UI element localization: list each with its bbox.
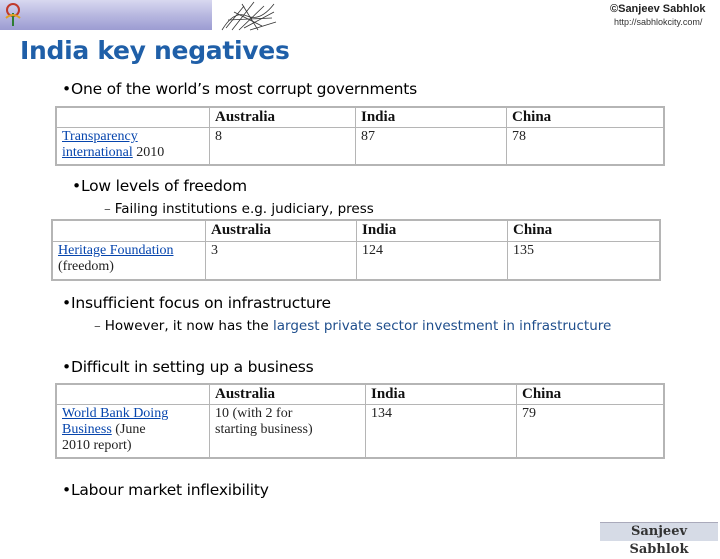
value-australia: 3 bbox=[205, 240, 357, 281]
sub-prefix: However, it now has the bbox=[104, 318, 274, 334]
corruption-table: Australia India China Transparency inter… bbox=[55, 106, 665, 166]
table-row: Australia India China bbox=[55, 106, 665, 129]
source-link-line1[interactable]: World Bank Doing bbox=[62, 405, 169, 421]
source-cell bbox=[51, 219, 206, 242]
source-note-line2: (June bbox=[115, 421, 146, 437]
source-cell: Transparency international 2010 bbox=[55, 127, 210, 166]
bullet-marker: • bbox=[62, 481, 71, 499]
header-australia: Australia bbox=[209, 106, 356, 129]
footer-logo: Sanjeev Sabhlok bbox=[600, 522, 718, 557]
bullet-marker: • bbox=[62, 80, 71, 98]
dash-marker: – bbox=[104, 201, 111, 217]
source-link[interactable]: Transparency international bbox=[62, 129, 138, 161]
value-india: 124 bbox=[356, 240, 508, 281]
table-row: Australia India China bbox=[51, 219, 661, 242]
source-cell: World Bank Doing Business (June 2010 rep… bbox=[55, 403, 210, 459]
header-india: India bbox=[355, 106, 507, 129]
sub-institutions: – Failing institutions e.g. judiciary, pr… bbox=[104, 201, 374, 217]
value-china: 78 bbox=[506, 127, 665, 166]
source-cell bbox=[55, 106, 210, 129]
source-link[interactable]: Heritage Foundation bbox=[58, 242, 174, 258]
table-row: Australia India China bbox=[55, 383, 665, 405]
bullet-text: Labour market inflexibility bbox=[70, 481, 269, 499]
bullet-corruption: •One of the world’s most corrupt governm… bbox=[62, 80, 417, 98]
table-row: Transparency international 2010 8 87 78 bbox=[55, 127, 665, 166]
header-china: China bbox=[506, 106, 665, 129]
table-row: Heritage Foundation (freedom) 3 124 135 bbox=[51, 240, 661, 281]
header-australia: Australia bbox=[209, 383, 366, 405]
bullet-marker: • bbox=[62, 358, 71, 376]
bullet-business: •Difficult in setting up a business bbox=[62, 358, 314, 376]
value-china: 135 bbox=[507, 240, 661, 281]
slide-title: India key negatives bbox=[20, 36, 290, 65]
business-table: Australia India China World Bank Doing B… bbox=[55, 383, 665, 459]
sub-text: Failing institutions e.g. judiciary, pre… bbox=[114, 201, 374, 217]
bullet-text: Difficult in setting up a business bbox=[70, 358, 314, 376]
sub-highlight: largest private sector investment in inf… bbox=[273, 318, 612, 334]
bullet-marker: • bbox=[62, 294, 71, 312]
header-china: China bbox=[516, 383, 665, 405]
header-banner bbox=[0, 0, 212, 30]
header-australia: Australia bbox=[205, 219, 357, 242]
bullet-infrastructure: •Insufficient focus on infrastructure bbox=[62, 294, 331, 312]
source-link-line2[interactable]: Business bbox=[62, 421, 112, 437]
source-note: (freedom) bbox=[58, 258, 114, 274]
value-australia: 8 bbox=[209, 127, 356, 166]
value-india: 87 bbox=[355, 127, 507, 166]
source-cell: Heritage Foundation (freedom) bbox=[51, 240, 206, 281]
dash-marker: – bbox=[94, 318, 101, 334]
bullet-marker: • bbox=[72, 177, 81, 195]
value-australia-line1: 10 (with 2 for bbox=[215, 405, 293, 421]
value-australia: 10 (with 2 for starting business) bbox=[209, 403, 366, 459]
source-year: 2010 bbox=[136, 145, 165, 161]
sub-infrastructure: – However, it now has the largest private… bbox=[94, 318, 611, 334]
header-india: India bbox=[356, 219, 508, 242]
header-china: China bbox=[507, 219, 661, 242]
value-china: 79 bbox=[516, 403, 665, 459]
site-url[interactable]: http://sabhlokcity.com/ bbox=[614, 17, 703, 27]
header-india: India bbox=[365, 383, 517, 405]
bullet-labour: •Labour market inflexibility bbox=[62, 481, 269, 499]
bullet-text: Insufficient focus on infrastructure bbox=[70, 294, 331, 312]
value-india: 134 bbox=[365, 403, 517, 459]
bullet-text: Low levels of freedom bbox=[80, 177, 247, 195]
bullet-freedom: •Low levels of freedom bbox=[72, 177, 247, 195]
tree-logo-icon bbox=[5, 3, 21, 26]
source-note-line3: 2010 report) bbox=[62, 437, 132, 453]
bullet-text: One of the world’s most corrupt governme… bbox=[70, 80, 418, 98]
table-row: World Bank Doing Business (June 2010 rep… bbox=[55, 403, 665, 459]
value-australia-line2: starting business) bbox=[215, 421, 313, 437]
sketch-decoration-icon bbox=[221, 1, 277, 31]
source-cell bbox=[55, 383, 210, 405]
freedom-table: Australia India China Heritage Foundatio… bbox=[51, 219, 661, 281]
copyright-text: ©Sanjeev Sabhlok bbox=[610, 3, 706, 15]
